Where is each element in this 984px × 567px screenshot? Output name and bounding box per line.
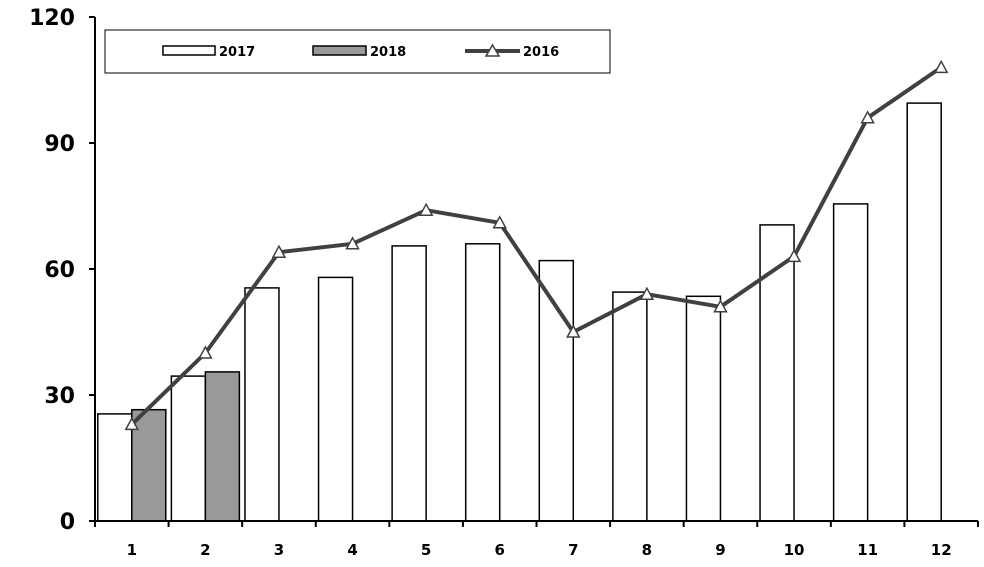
- bar-2017-9: [685, 295, 722, 522]
- x-tick-label: 1: [127, 541, 137, 559]
- point-2016-10: [786, 248, 802, 263]
- point-2016-5: [418, 202, 434, 216]
- x-tick-label: 10: [784, 541, 805, 559]
- y-tick-label: 30: [44, 384, 75, 409]
- bar-2017-7: [538, 259, 575, 522]
- bar-2017-1: [97, 413, 133, 522]
- point-2016-11: [860, 110, 875, 124]
- x-tick-label: 5: [421, 541, 431, 559]
- y-tick-label: 120: [29, 6, 75, 31]
- line-2016: [130, 65, 943, 426]
- line-series-group: [124, 59, 949, 431]
- bar-2017-4: [317, 276, 354, 522]
- x-tick-label: 6: [494, 541, 504, 559]
- bar-2017-5: [391, 245, 427, 522]
- bar-2017-8: [612, 291, 648, 522]
- point-2016-1: [124, 416, 140, 431]
- legend-label-2016: 2016: [523, 45, 559, 60]
- point-2016-8: [639, 286, 655, 300]
- x-tick-label: 3: [274, 541, 284, 559]
- legend-marker-2016: [484, 43, 501, 57]
- x-tick-label: 12: [931, 541, 952, 559]
- y-tick-label: 90: [44, 132, 75, 157]
- legend-label-2017: 2017: [219, 45, 255, 60]
- legend-label-2018: 2018: [370, 45, 406, 60]
- x-tick-label: 9: [715, 541, 725, 559]
- point-2016-9: [713, 299, 728, 313]
- legend-swatch-2018: [312, 45, 367, 56]
- bar-2017-3: [244, 287, 280, 522]
- bar-2017-6: [464, 243, 501, 522]
- legend: 2017 2018 2016: [104, 29, 611, 74]
- x-tick-label: 2: [200, 541, 210, 559]
- y-tick-label: 0: [60, 510, 75, 535]
- x-tick-label: 7: [568, 541, 578, 559]
- point-2016-12: [933, 59, 949, 74]
- x-tick-label: 4: [347, 541, 357, 559]
- legend-swatch-2017: [162, 45, 216, 56]
- point-2016-6: [492, 215, 507, 229]
- x-tick-label: 11: [857, 541, 878, 559]
- bar-group: [97, 102, 942, 522]
- point-2016-2: [198, 345, 213, 359]
- bar-2017-2: [170, 375, 207, 522]
- point-2016-3: [271, 244, 287, 258]
- x-tick-label: 8: [642, 541, 652, 559]
- bar-2018-2: [204, 371, 241, 522]
- point-2016-7: [566, 324, 581, 338]
- point-2016-4: [345, 236, 360, 250]
- bar-2017-11: [832, 203, 869, 522]
- y-tick-label: 60: [44, 258, 75, 283]
- axes: [89, 16, 979, 527]
- bar-2017-12: [906, 102, 942, 522]
